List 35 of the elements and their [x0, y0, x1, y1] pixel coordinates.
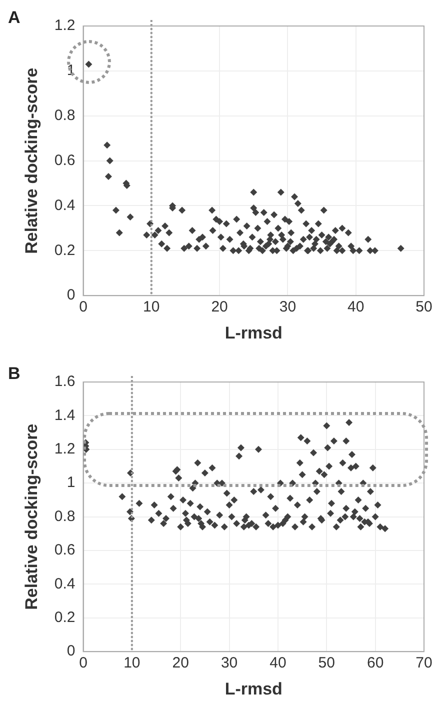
y-tick-label: 0.2 [54, 609, 76, 626]
y-tick-label: 0 [66, 642, 76, 660]
x-tick-label: 10 [143, 298, 160, 316]
text: A [8, 8, 20, 28]
y-tick-label: 1.6 [54, 373, 76, 390]
x-tick-label: 20 [172, 654, 189, 672]
x-tick-label: 40 [348, 298, 364, 316]
x-tick-label: 0 [79, 298, 88, 316]
y-tick-label: 1.2 [54, 440, 76, 458]
y-tick-label: 1.2 [54, 17, 76, 34]
y-tick-label: 0.6 [54, 542, 76, 559]
y-tick-label: 0.4 [54, 196, 76, 214]
y-tick-label: 0.6 [54, 152, 76, 169]
x-tick-label: 70 [416, 654, 432, 672]
x-tick-label: 50 [318, 654, 335, 672]
x-tick-label: 20 [211, 298, 228, 316]
x-axis-title: L-rmsd [224, 679, 282, 698]
y-tick-label: 0.2 [54, 242, 76, 259]
y-tick-label: 0.8 [54, 508, 76, 525]
x-tick-label: 50 [416, 298, 432, 316]
y-tick-label: 1 [66, 474, 76, 492]
x-tick-label: 30 [279, 298, 296, 316]
y-tick-label: 0 [66, 286, 76, 304]
y-tick-label: 0.4 [54, 575, 76, 592]
x-tick-label: 40 [270, 654, 286, 672]
x-tick-label: 60 [366, 654, 384, 672]
x-tick-label: 30 [220, 654, 238, 672]
x-tick-label: 10 [124, 654, 140, 672]
x-tick-label: 0 [79, 654, 88, 672]
y-tick-label: 0.8 [54, 107, 76, 124]
y-tick-label: 1.4 [54, 406, 76, 424]
y-axis-title: Relative docking-score [22, 68, 41, 254]
x-axis-title: L-rmsd [224, 323, 282, 342]
text: B [8, 364, 20, 384]
y-axis-title: Relative docking-score [22, 424, 41, 610]
